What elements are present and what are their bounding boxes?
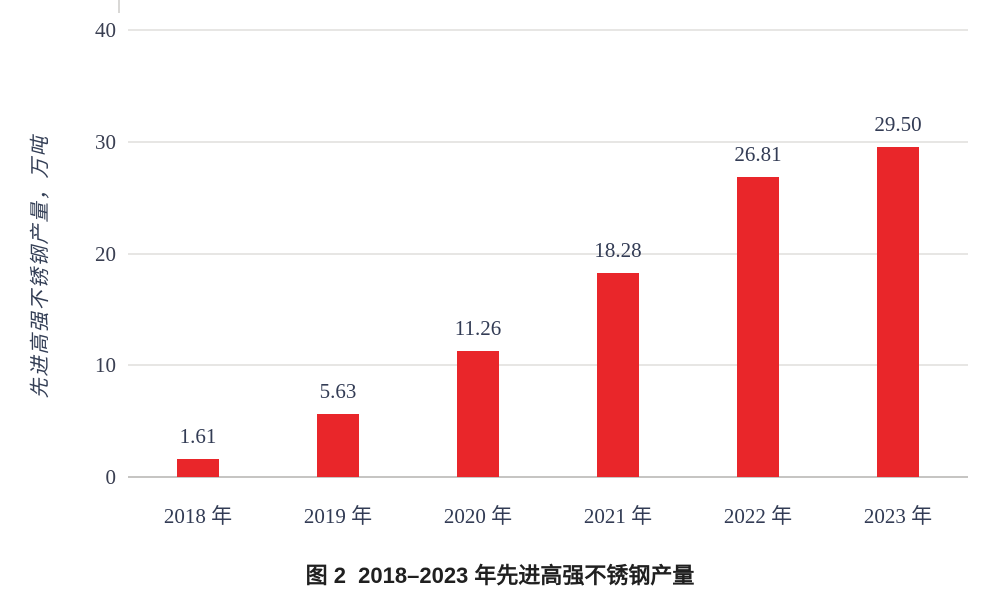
x-tick-label: 2019 年: [303, 504, 373, 528]
bar-value-label: 11.26: [454, 316, 502, 341]
gridline-y-20: [128, 252, 968, 255]
x-tick-label: 2023 年: [863, 504, 933, 528]
x-axis-baseline: [128, 476, 968, 478]
bar: [317, 414, 359, 477]
y-tick-label: 40: [95, 18, 116, 42]
bar-value-label: 26.81: [734, 142, 782, 167]
bar-value-label: 5.63: [319, 379, 357, 404]
bar-value-label: 18.28: [594, 237, 642, 262]
bar-value-label: 29.50: [874, 112, 922, 137]
y-tick-label: 0: [105, 465, 117, 489]
bar: [597, 272, 639, 477]
scan-artifact-mark: [118, 0, 120, 13]
gridline-y-40: [128, 29, 968, 31]
x-tick-label: 2018 年: [163, 504, 233, 528]
figure-caption: 图 2 2018–2023 年先进高强不锈钢产量: [305, 563, 695, 588]
y-tick-label: 10: [95, 353, 116, 378]
bar-value-label: 1.61: [179, 424, 217, 448]
bar: [177, 459, 219, 477]
gridline-y-10: [128, 364, 968, 367]
y-axis-title: 先进高强不锈钢产量，万吨: [29, 134, 52, 399]
y-tick-label: 30: [95, 129, 116, 154]
y-tick-label: 20: [95, 241, 116, 266]
x-tick-label: 2020 年: [443, 504, 513, 528]
bar: [457, 351, 499, 477]
x-tick-label: 2021 年: [583, 504, 653, 528]
bar: [877, 147, 919, 477]
x-tick-label: 2022 年: [723, 504, 793, 528]
bar: [737, 177, 779, 477]
gridline-y-30: [128, 140, 968, 143]
